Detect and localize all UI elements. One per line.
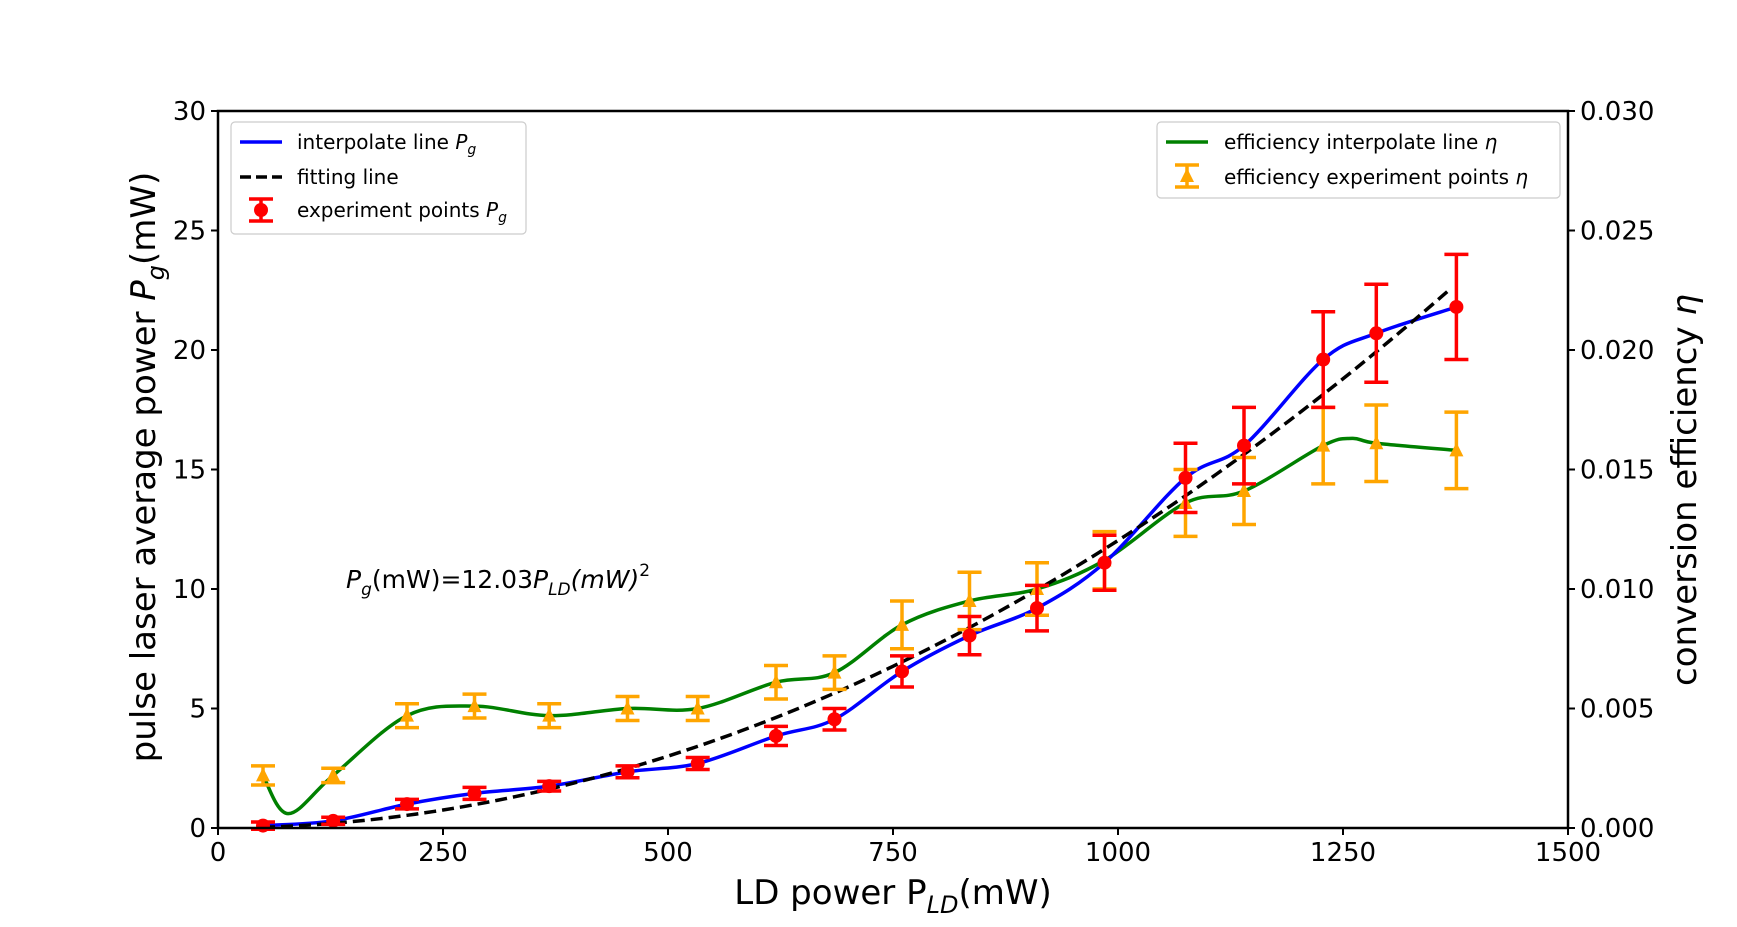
y-left-tick-label: 25 [173,217,206,247]
point-pg [1237,438,1251,453]
x-tick-label: 1250 [1310,838,1376,868]
legend-left-box [230,121,527,235]
point-pg [769,728,783,743]
x-tick-label: 1500 [1535,838,1601,868]
point-efficiency [326,767,341,782]
point-pg [326,813,341,828]
legend-right: efficiency interpolate line η efficiency… [1156,121,1561,199]
point-efficiency [962,592,977,607]
point-efficiency [1369,435,1384,450]
point-pg [1030,601,1044,616]
point-efficiency [467,698,482,713]
legend-label-points-pg: experiment points Pg [297,198,507,226]
point-pg [1369,326,1384,341]
point-pg [1449,299,1464,314]
x-axis-label: LD power PLD(mW) [734,873,1051,919]
point-pg [895,664,909,679]
legend-left: interpolate line Pg fitting line experim… [230,121,527,235]
legend-label-interpolate-pg: interpolate line Pg [297,130,476,158]
fit-equation-annotation: Pg(mW)=12.03PLD(mW)2 [346,561,650,600]
y-left-tick-label: 15 [173,456,206,486]
point-pg [962,628,977,643]
legend-label-interpolate-eta: efficiency interpolate line η [1224,130,1498,154]
legend-right-box [1156,121,1561,199]
x-tick-label: 750 [868,838,918,868]
point-pg [256,818,270,833]
y-left-tick-label: 20 [173,336,206,366]
axes-layer: 0 250 500 750 1000 1250 1500 0 5 10 15 20 25 30 0.000 0… [173,97,1655,868]
point-pg [400,797,414,812]
point-efficiency [827,664,842,679]
x-tick-label: 0 [210,838,227,868]
y-left-tick-label: 5 [189,695,206,725]
point-efficiency [1449,442,1464,457]
y-right-tick-label: 0.020 [1580,336,1654,366]
line-fitting [262,287,1453,830]
point-efficiency [620,700,635,715]
point-efficiency [895,616,909,631]
point-efficiency [542,707,557,722]
y-right-tick-label: 0.025 [1580,217,1654,247]
legend-label-fitting-line: fitting line [297,165,399,189]
y-right-tick-label: 0.010 [1580,575,1654,605]
point-pg [1178,470,1193,485]
point-efficiency [690,700,705,715]
y-right-tick-label: 0.005 [1580,695,1654,725]
legend-swatch-points-pg-marker [254,203,268,217]
y-right-tick-label: 0.015 [1580,456,1654,486]
point-pg [827,712,842,727]
point-efficiency [400,707,414,722]
y-left-tick-label: 30 [173,97,206,127]
x-tick-label: 1000 [1085,838,1151,868]
point-pg [690,756,705,771]
y-right-tick-label: 0.000 [1580,814,1654,844]
point-pg [620,764,635,779]
x-tick-label: 250 [418,838,468,868]
point-pg [542,779,557,794]
plot-layer [251,252,1469,833]
point-efficiency [1237,483,1251,498]
y-axis-left-label: pulse laser average power Pg(mW) [124,172,170,763]
line-efficiency-interpolate [261,436,1457,816]
y-right-tick-label: 0.030 [1580,97,1654,127]
y-axis-right-label: conversion efficiency η [1665,294,1705,686]
x-tick-label: 500 [643,838,693,868]
point-pg [1316,352,1331,367]
point-pg [1097,555,1112,570]
legend-swatch-points-eta-marker [1180,168,1194,182]
point-efficiency [1316,437,1331,452]
point-efficiency [769,674,783,689]
legend-label-points-eta: efficiency experiment points η [1224,165,1528,189]
point-efficiency [256,767,270,782]
point-pg [467,786,482,801]
y-left-tick-label: 10 [173,575,206,605]
y-left-tick-label: 0 [189,814,206,844]
